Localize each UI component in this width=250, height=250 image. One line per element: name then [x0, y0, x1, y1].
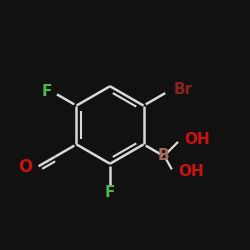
- Text: OH: OH: [184, 132, 210, 147]
- Text: B: B: [157, 148, 169, 163]
- Text: Br: Br: [174, 82, 193, 97]
- Text: F: F: [42, 84, 52, 99]
- Text: O: O: [18, 158, 32, 176]
- Text: F: F: [105, 185, 115, 200]
- Text: OH: OH: [178, 164, 204, 180]
